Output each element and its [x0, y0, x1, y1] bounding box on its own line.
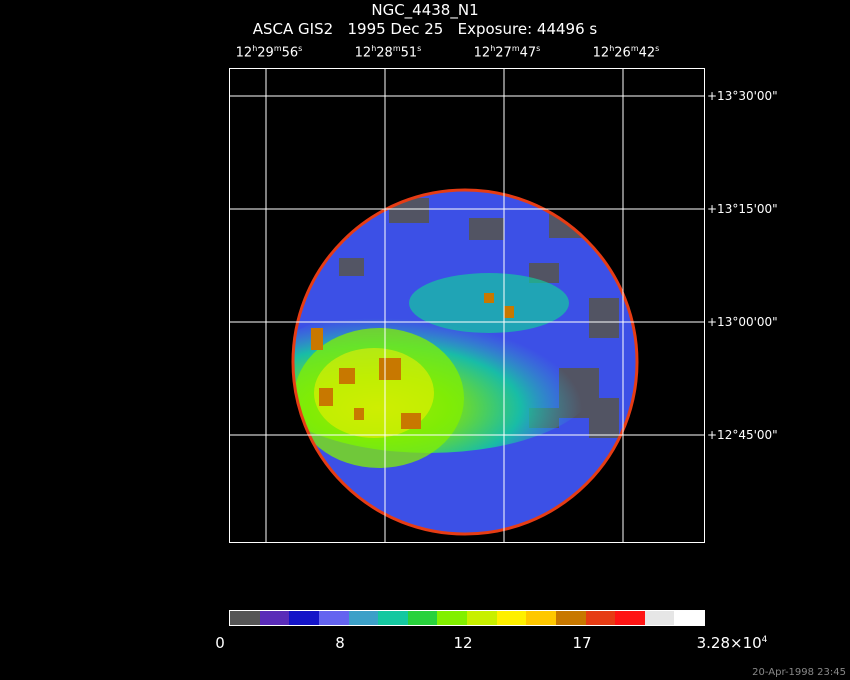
- colorbar-swatch: [644, 611, 675, 625]
- instrument-label: ASCA GIS2: [252, 20, 334, 38]
- colorbar-swatch: [259, 611, 290, 625]
- colorbar-swatch: [496, 611, 527, 625]
- detector-field: [293, 190, 637, 534]
- colorbar-swatch: [230, 611, 260, 625]
- colorbar-swatch: [378, 611, 408, 625]
- colorbar-swatch: [467, 611, 497, 625]
- colorbar-swatch: [289, 611, 319, 625]
- colorbar-label: 17: [572, 634, 592, 652]
- colorbar-label: 0: [215, 634, 225, 652]
- ra-tick-label: 12h29m56s: [235, 44, 303, 61]
- plot-frame: [229, 68, 705, 543]
- colorbar-swatch: [348, 611, 379, 625]
- dec-tick-label: +13°00'00": [707, 315, 778, 329]
- colorbar-swatch: [555, 611, 586, 625]
- dec-tick-label: +13°30'00": [707, 89, 778, 103]
- colorbar-swatch: [437, 611, 467, 625]
- colorbar-label: 12: [453, 634, 473, 652]
- xray-image: [229, 68, 705, 543]
- colorbar-label: 8: [335, 634, 345, 652]
- exposure-value: 44496 s: [536, 20, 598, 38]
- ra-tick-label: 12h26m42s: [592, 44, 660, 61]
- timestamp: 20-Apr-1998 23:45: [752, 667, 846, 678]
- colorbar-swatch: [585, 611, 616, 625]
- exposure-label: Exposure:: [457, 20, 533, 38]
- image-title: NGC_4438_N1: [371, 1, 479, 19]
- image-subtitle: ASCA GIS2 1995 Dec 25 Exposure: 44496 s: [0, 20, 850, 38]
- coordinate-grid: [229, 68, 705, 543]
- colorbar-swatch: [407, 611, 438, 625]
- colorbar-swatch: [318, 611, 349, 625]
- fov-edge: [291, 188, 639, 536]
- dec-tick-label: +12°45'00": [707, 428, 778, 442]
- colorbar-max-label: 3.28×104: [696, 634, 768, 652]
- colorbar-swatch: [615, 611, 645, 625]
- ra-tick-label: 12h28m51s: [354, 44, 422, 61]
- colorbar: [229, 610, 705, 626]
- dec-tick-label: +13°15'00": [707, 202, 778, 216]
- ra-tick-label: 12h27m47s: [473, 44, 541, 61]
- observation-date: 1995 Dec 25: [347, 20, 444, 38]
- colorbar-swatch: [526, 611, 556, 625]
- colorbar-swatch: [674, 611, 704, 625]
